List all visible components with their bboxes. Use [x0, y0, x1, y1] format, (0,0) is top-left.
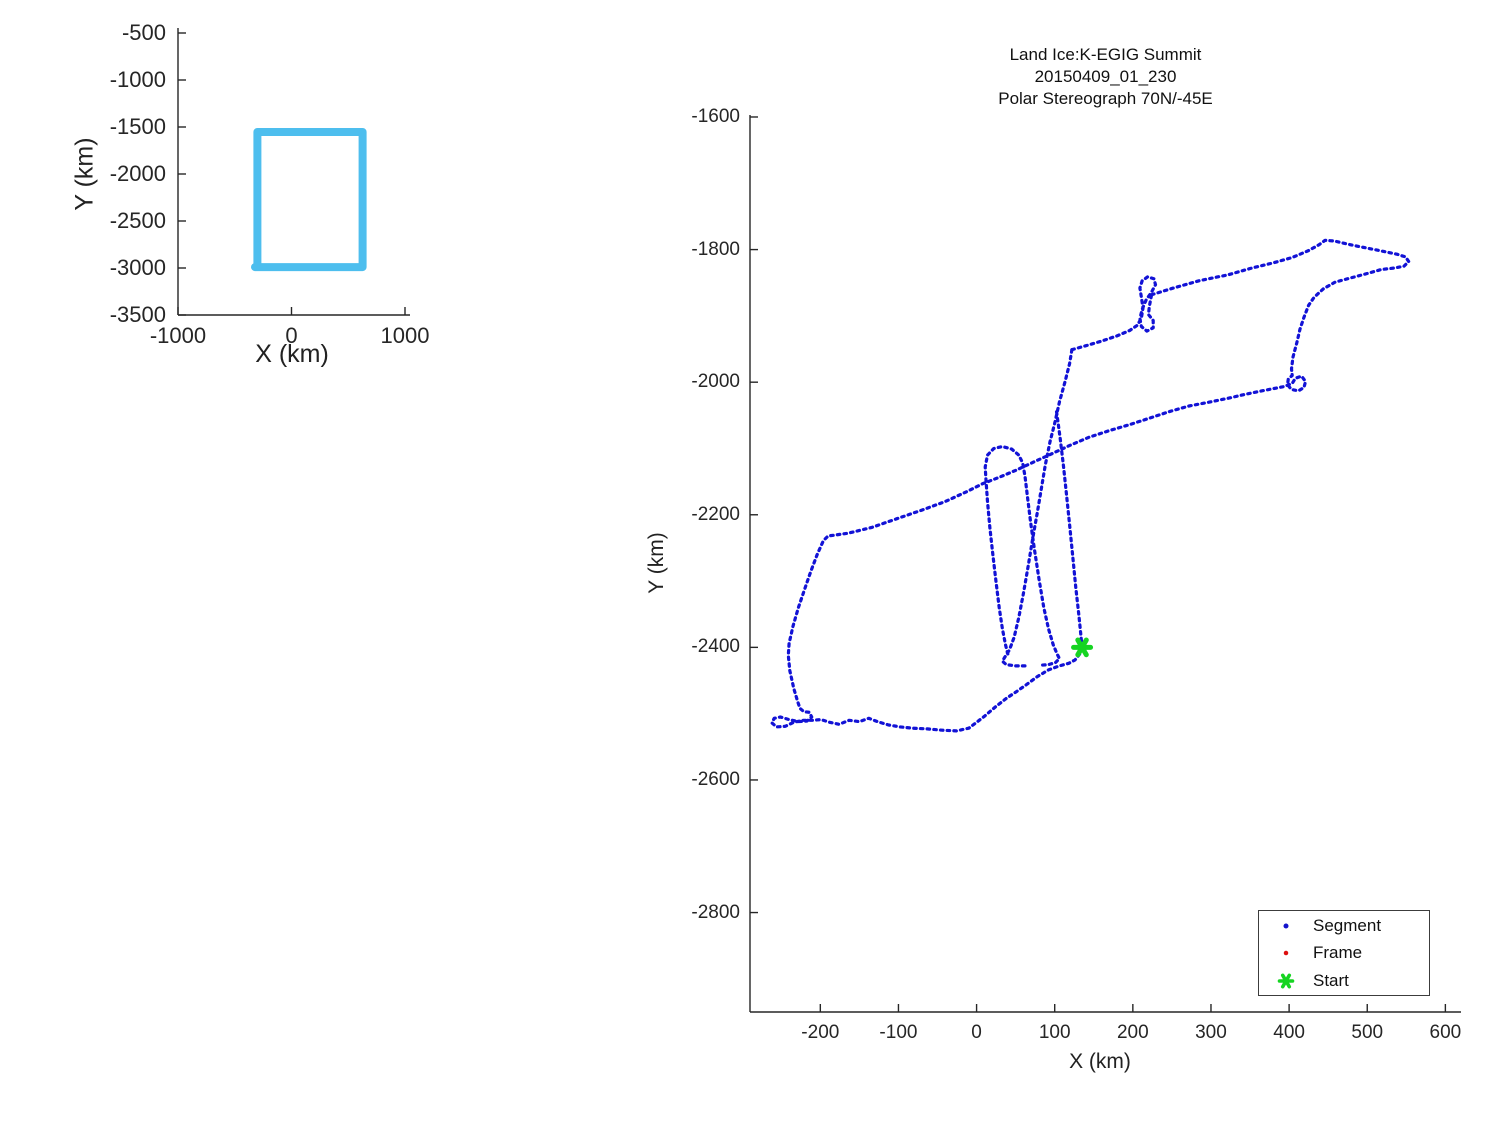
x-tick-label: 600 — [1429, 1022, 1462, 1043]
x-tick-label: 1000 — [380, 323, 430, 348]
y-tick-label: -1600 — [691, 105, 740, 127]
y-tick-label: -500 — [121, 20, 166, 45]
y-tick-label: -1000 — [109, 67, 166, 92]
segment-racetrack — [983, 444, 1062, 667]
main-y-axis-label: Y (km) — [645, 532, 668, 594]
segment-descent-line — [1000, 348, 1074, 668]
x-tick-label: 400 — [1273, 1022, 1305, 1043]
segment-start-column — [1054, 408, 1084, 650]
x-tick-label: 0 — [971, 1022, 982, 1043]
y-tick-label: -2000 — [109, 161, 166, 186]
x-tick-label: 200 — [1116, 1022, 1149, 1043]
start-asterisk-marker — [1071, 637, 1094, 658]
y-tick-label: -2500 — [109, 208, 166, 233]
legend-item-frame: Frame — [1259, 940, 1429, 966]
start-asterisk-icon — [1259, 970, 1313, 992]
segment-grand-tour — [770, 238, 1411, 733]
y-tick-label: -1800 — [691, 238, 740, 260]
y-tick-label: -1500 — [109, 114, 166, 139]
y-tick-label: -2800 — [691, 901, 740, 923]
x-tick-label: -100 — [879, 1022, 918, 1043]
main-plot-title: Land Ice:K-EGIG Summit 20150409_01_230 P… — [750, 44, 1461, 110]
title-line-3: Polar Stereograph 70N/-45E — [998, 89, 1213, 108]
legend: Segment Frame Start — [1258, 910, 1430, 996]
legend-item-segment: Segment — [1259, 913, 1429, 939]
legend-label-segment: Segment — [1313, 915, 1382, 935]
x-tick-label: 0 — [285, 323, 298, 348]
x-tick-label: -200 — [801, 1022, 840, 1043]
y-tick-label: -2600 — [691, 768, 740, 790]
y-tick-label: -3500 — [109, 302, 166, 327]
inset-x-axis-label: X (km) — [255, 340, 329, 368]
x-tick-label: 100 — [1038, 1022, 1071, 1043]
legend-label-start: Start — [1313, 970, 1349, 990]
y-tick-label: -2000 — [691, 371, 740, 393]
start-asterisk-marker — [1277, 973, 1295, 988]
legend-label-frame: Frame — [1313, 943, 1363, 962]
x-tick-label: 500 — [1351, 1022, 1384, 1043]
x-tick-label: 300 — [1195, 1022, 1227, 1043]
y-tick-label: -2400 — [691, 636, 740, 658]
title-line-1: Land Ice:K-EGIG Summit — [1009, 45, 1202, 64]
y-tick-label: -3000 — [109, 255, 166, 280]
legend-item-start: Start — [1259, 968, 1429, 994]
frame-dot-icon — [1259, 943, 1313, 963]
title-line-2: 20150409_01_230 — [1034, 67, 1177, 86]
coverage-box — [251, 128, 367, 272]
x-tick-label: -1000 — [149, 323, 207, 348]
main-x-axis-label: X (km) — [1069, 1050, 1131, 1073]
segment-figure-eight — [1070, 275, 1158, 352]
y-tick-label: -2200 — [691, 503, 740, 525]
segment-dot-icon — [1259, 916, 1313, 936]
